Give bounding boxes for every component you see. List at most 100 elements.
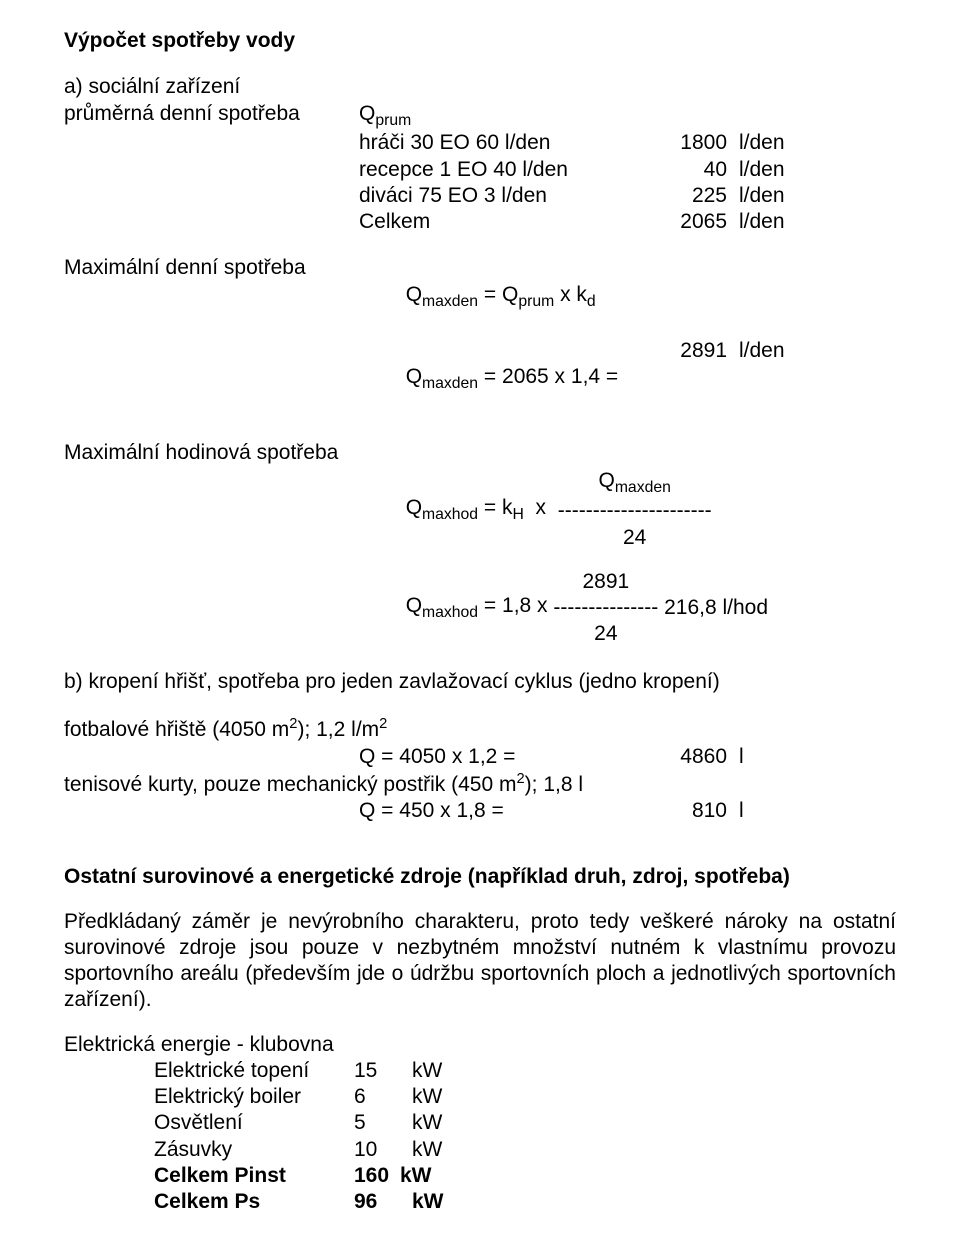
foot-val: 4860	[657, 744, 727, 770]
sub: d	[587, 293, 596, 310]
table-row: Celkem Ps96kW	[64, 1189, 896, 1215]
elec-label: Osvětlení	[154, 1110, 354, 1136]
maxden-val: 2891	[657, 338, 727, 420]
item-unit: l/den	[727, 157, 785, 183]
item-val: 40	[657, 157, 727, 183]
section-a: a) sociální zařízení průměrná denní spot…	[64, 74, 896, 649]
spacer	[64, 130, 359, 156]
item-label: diváci 75 EO 3 l/den	[359, 183, 657, 209]
maxden-calc: Qmaxden = 2065 x 1,4 =	[359, 338, 657, 420]
elec-heading: Elektrická energie - klubovna	[64, 1032, 896, 1058]
maxden-label: Maximální denní spotřeba	[64, 255, 359, 337]
table-row: hráči 30 EO 60 l/den1800l/den	[64, 130, 896, 156]
frac1-num: Qmaxden	[558, 468, 712, 498]
q-prum-letter: Q	[359, 102, 375, 125]
elec-val: 10	[354, 1137, 400, 1163]
football-line1: fotbalové hřiště (4050 m2); 1,2 l/m2	[64, 715, 896, 743]
sub: maxden	[615, 480, 671, 497]
frac2-dash: ---------------	[553, 596, 658, 619]
item-label: recepce 1 EO 40 l/den	[359, 157, 657, 183]
txt: = 1,8 x	[478, 594, 553, 617]
item-val: 1800	[657, 130, 727, 156]
spacer	[64, 1110, 154, 1136]
elec-label: Zásuvky	[154, 1137, 354, 1163]
fraction-1: Qmaxden ---------------------- 24	[558, 468, 712, 550]
item-unit: l/den	[727, 209, 785, 235]
tennis-calc: Q = 450 x 1,8 = 810 l	[64, 798, 896, 824]
foot-q: Q = 4050 x 1,2 =	[359, 744, 657, 770]
maxden-formula: Qmaxden = Qprum x kd	[359, 255, 596, 337]
elec-val: 5	[354, 1110, 400, 1136]
item-unit: l/den	[727, 130, 785, 156]
elec-unit: kW	[400, 1137, 442, 1163]
maxhod-lhs: Qmaxhod = kH x	[359, 468, 558, 550]
tenis-unit: l	[727, 798, 744, 824]
maxhod-res-unit: l/hod	[717, 595, 768, 621]
maxhour-label: Maximální hodinová spotřeba	[64, 440, 896, 466]
table-row: Celkem2065l/den	[64, 209, 896, 235]
spacer	[64, 744, 359, 770]
avg-label: průměrná denní spotřeba	[64, 101, 359, 131]
sub: maxden	[422, 293, 478, 310]
row-maxhod-result: Qmaxhod = 1,8 x 2891 --------------- 24 …	[64, 567, 896, 649]
elec-label: Elektrické topení	[154, 1058, 354, 1084]
txt: ); 1,8 l	[525, 773, 583, 796]
table-row: diváci 75 EO 3 l/den225l/den	[64, 183, 896, 209]
txt: x k	[554, 283, 587, 306]
table-row: recepce 1 EO 40 l/den40l/den	[64, 157, 896, 183]
frac2-den: 24	[553, 621, 658, 647]
frac1-dash: ----------------------	[558, 499, 712, 522]
spacer	[64, 1189, 154, 1215]
txt: = k	[478, 496, 512, 519]
tenis-val: 810	[657, 798, 727, 824]
table-row: Celkem Pinst160kW	[64, 1163, 896, 1189]
spacer	[64, 209, 359, 235]
spacer	[64, 798, 359, 824]
fraction-2: 2891 --------------- 24	[553, 569, 658, 648]
txt: Q	[406, 365, 422, 388]
spacer	[64, 1084, 154, 1110]
section-b: b) kropení hřišť, spotřeba pro jeden zav…	[64, 669, 896, 824]
sub: maxhod	[422, 604, 478, 621]
q-prum-sub: prum	[375, 112, 411, 129]
item-unit: l/den	[727, 183, 785, 209]
section-a-items: hráči 30 EO 60 l/den1800l/denrecepce 1 E…	[64, 130, 896, 235]
row-maxhod-formula: Qmaxhod = kH x Qmaxden -----------------…	[64, 468, 896, 550]
elec-unit: kW	[400, 1163, 432, 1189]
item-val: 2065	[657, 209, 727, 235]
tenis-q: Q = 450 x 1,8 =	[359, 798, 657, 824]
section-b-heading: b) kropení hřišť, spotřeba pro jeden zav…	[64, 669, 896, 695]
row-maxden-2: Qmaxden = 2065 x 1,4 = 2891 l/den	[64, 338, 896, 420]
elec-val: 96	[354, 1189, 400, 1215]
maxhod-res-lhs: Qmaxhod = 1,8 x	[359, 567, 553, 649]
q-prum: Qprum	[359, 101, 411, 131]
sub: H	[513, 506, 524, 523]
sup: 2	[379, 716, 387, 732]
txt: Q	[406, 283, 422, 306]
table-row: Elektrické topení15kW	[64, 1058, 896, 1084]
table-row: Osvětlení5kW	[64, 1110, 896, 1136]
sub: prum	[518, 293, 554, 310]
elec-unit: kW	[400, 1058, 442, 1084]
sub: maxden	[422, 375, 478, 392]
elec-label: Elektrický boiler	[154, 1084, 354, 1110]
sup: 2	[516, 771, 524, 787]
txt: tenisové kurty, pouze mechanický postřik…	[64, 773, 516, 796]
txt: Q	[598, 469, 614, 492]
spacer	[64, 1137, 154, 1163]
elec-val: 160	[354, 1163, 400, 1189]
spacer	[64, 183, 359, 209]
frac2-num: 2891	[553, 569, 658, 595]
elec-label: Celkem Ps	[154, 1189, 354, 1215]
txt: Q	[406, 496, 422, 519]
elec-unit: kW	[400, 1110, 442, 1136]
tennis-line1: tenisové kurty, pouze mechanický postřik…	[64, 770, 896, 798]
spacer	[64, 1163, 154, 1189]
frac1-den: 24	[558, 525, 712, 551]
elec-unit: kW	[400, 1084, 442, 1110]
txt: ); 1,2 l/m	[297, 718, 379, 741]
item-label: Celkem	[359, 209, 657, 235]
table-row: Elektrický boiler6kW	[64, 1084, 896, 1110]
page: Výpočet spotřeby vody a) sociální zaříze…	[0, 0, 960, 1255]
item-label: hráči 30 EO 60 l/den	[359, 130, 657, 156]
